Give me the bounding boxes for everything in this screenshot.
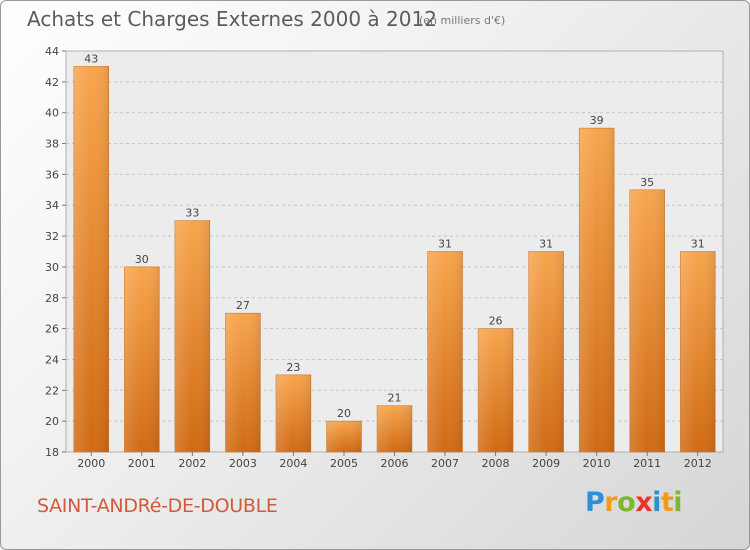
x-tick-label: 2004 xyxy=(279,457,307,470)
x-tick-label: 2001 xyxy=(128,457,156,470)
y-tick-label: 32 xyxy=(45,230,59,243)
bar-value-label: 31 xyxy=(438,238,452,251)
proxiti-logo: Proxiti xyxy=(585,487,683,518)
x-tick-label: 2010 xyxy=(583,457,611,470)
bar-value-label: 21 xyxy=(388,392,402,405)
x-tick-label: 2005 xyxy=(330,457,358,470)
x-tick-label: 2003 xyxy=(229,457,257,470)
x-tick-label: 2008 xyxy=(482,457,510,470)
y-tick-label: 18 xyxy=(45,446,59,459)
logo-letter: P xyxy=(585,487,605,518)
bar-shine xyxy=(579,128,615,452)
bar-shine xyxy=(124,266,160,452)
bar-value-label: 31 xyxy=(691,238,705,251)
y-tick-label: 36 xyxy=(45,168,59,181)
bar-shine xyxy=(427,251,463,452)
x-tick-label: 2011 xyxy=(633,457,661,470)
y-tick-label: 20 xyxy=(45,415,59,428)
logo-letter: i xyxy=(652,487,661,518)
bar-shine xyxy=(478,328,514,452)
logo-letter: i xyxy=(673,487,683,518)
x-tick-label: 2006 xyxy=(381,457,409,470)
bar-value-label: 23 xyxy=(286,361,300,374)
bar-value-label: 33 xyxy=(185,207,199,220)
bar-shine xyxy=(377,405,412,452)
logo-letter: t xyxy=(660,487,674,518)
bar-shine xyxy=(326,421,362,452)
bar-shine xyxy=(225,313,261,452)
y-tick-label: 42 xyxy=(45,76,59,89)
y-tick-label: 40 xyxy=(45,107,59,120)
bar-shine xyxy=(174,220,210,452)
chart-title: Achats et Charges Externes 2000 à 2012 xyxy=(27,7,437,31)
y-tick-label: 26 xyxy=(45,323,59,336)
bar-value-label: 43 xyxy=(84,52,98,65)
y-tick-label: 28 xyxy=(45,292,59,305)
logo-letter: o xyxy=(617,487,636,518)
bar-value-label: 20 xyxy=(337,407,351,420)
town-name: SAINT-ANDRé-DE-DOUBLE xyxy=(37,495,278,517)
x-tick-label: 2009 xyxy=(532,457,560,470)
x-tick-label: 2000 xyxy=(77,457,105,470)
bar-shine xyxy=(680,251,716,452)
logo-letter: x xyxy=(635,487,653,518)
bar-shine xyxy=(73,66,109,452)
y-tick-label: 22 xyxy=(45,384,59,397)
chart-subtitle: (en milliers d'€) xyxy=(419,14,506,27)
bar-value-label: 30 xyxy=(135,253,149,266)
bar-shine xyxy=(528,251,564,452)
y-tick-label: 30 xyxy=(45,261,59,274)
bar-shine xyxy=(275,374,311,452)
logo-letter: r xyxy=(604,487,618,518)
y-tick-label: 24 xyxy=(45,353,59,366)
bar-value-label: 39 xyxy=(590,114,604,127)
y-tick-label: 44 xyxy=(45,45,59,58)
bar-value-label: 35 xyxy=(640,176,654,189)
bar-value-label: 27 xyxy=(236,299,250,312)
x-tick-label: 2012 xyxy=(684,457,712,470)
y-tick-label: 38 xyxy=(45,138,59,151)
bar-value-label: 31 xyxy=(539,238,553,251)
x-tick-label: 2007 xyxy=(431,457,459,470)
bar-value-label: 26 xyxy=(489,315,503,328)
y-tick-label: 34 xyxy=(45,199,59,212)
x-tick-label: 2002 xyxy=(178,457,206,470)
bar-shine xyxy=(629,189,665,453)
